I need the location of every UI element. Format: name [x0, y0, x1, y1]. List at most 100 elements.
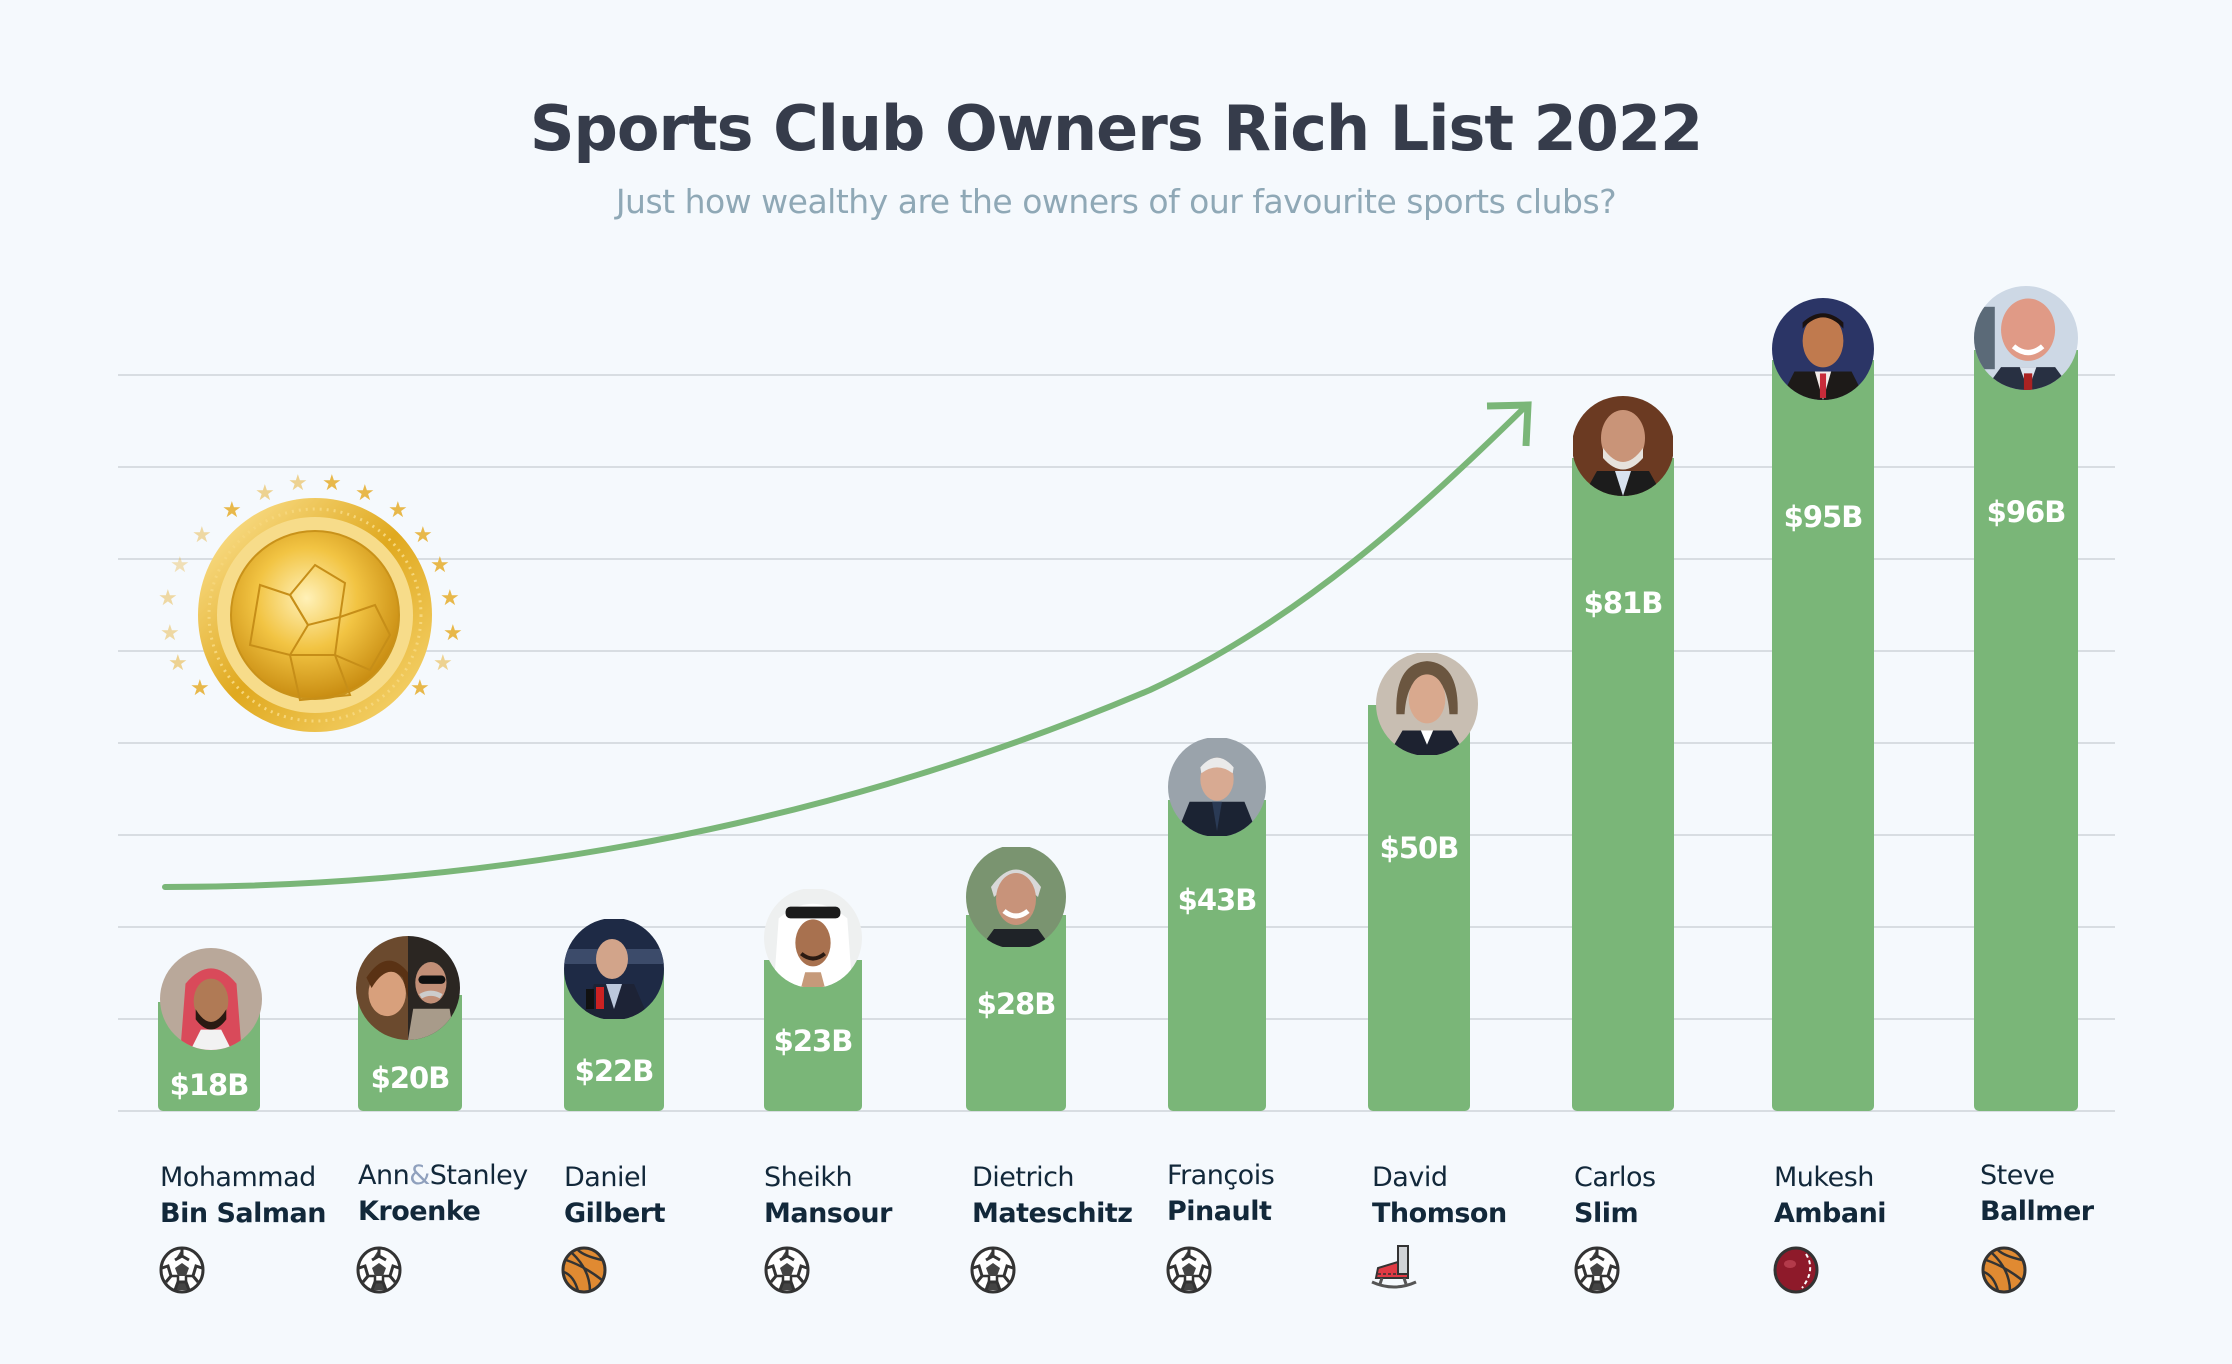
owner-name-thomson: David Thomson [1372, 1160, 1507, 1232]
first-name: Carlos [1574, 1162, 1656, 1193]
ampersand: & [409, 1160, 430, 1191]
svg-text:★: ★ [440, 585, 460, 610]
bar-ballmer[interactable]: $96B [1974, 350, 2078, 1111]
gold-football-coin-icon: ★ ★ ★ ★ ★ ★ ★ ★ ★ ★ ★ ★ ★ ★ ★ ★ ★ ★ [158, 470, 463, 732]
owner-name-kroenke: Ann&Stanley Kroenke [358, 1158, 528, 1230]
grid-line [118, 1018, 2115, 1020]
last-name: Mansour [764, 1198, 892, 1229]
first-name-stanley: Stanley [429, 1160, 528, 1191]
last-name: Ambani [1774, 1198, 1887, 1229]
soccer-ball-icon [1165, 1246, 1213, 1294]
last-name: Kroenke [358, 1196, 481, 1227]
svg-text:★: ★ [192, 522, 212, 547]
bar-slim[interactable]: $81B [1572, 458, 1674, 1111]
soccer-ball-icon [158, 1246, 206, 1294]
basketball-icon [1980, 1246, 2028, 1294]
first-name: David [1372, 1162, 1448, 1193]
portrait-ambani [1772, 298, 1874, 400]
grid-line [118, 834, 2115, 836]
first-name: Steve [1980, 1160, 2055, 1191]
first-name: Mukesh [1774, 1162, 1874, 1193]
first-name: Sheikh [764, 1162, 853, 1193]
svg-text:★: ★ [168, 650, 188, 675]
svg-text:★: ★ [355, 480, 375, 505]
portrait-mateschitz [966, 845, 1066, 949]
svg-text:★: ★ [443, 620, 463, 645]
last-name: Thomson [1372, 1198, 1507, 1229]
svg-text:★: ★ [288, 470, 308, 495]
grid-line [118, 466, 2115, 468]
chart-subtitle: Just how wealthy are the owners of our f… [615, 182, 1617, 221]
bar-value-label: $22B [574, 1054, 655, 1088]
grid-line [118, 650, 2115, 652]
bar-thomson[interactable]: $50B [1368, 705, 1470, 1111]
last-name: Gilbert [564, 1198, 666, 1229]
soccer-ball-icon [763, 1246, 811, 1294]
owner-name-gilbert: Daniel Gilbert [564, 1160, 666, 1232]
bar-value-label: $23B [773, 1024, 854, 1058]
portrait-pinault [1168, 737, 1266, 837]
first-name: Dietrich [972, 1162, 1075, 1193]
svg-text:★: ★ [158, 585, 178, 610]
last-name: Ballmer [1980, 1196, 2094, 1227]
owner-name-slim: Carlos Slim [1574, 1160, 1656, 1232]
bar-value-label: $28B [976, 987, 1057, 1021]
grid-line [118, 926, 2115, 928]
bar-value-label: $20B [370, 1061, 451, 1095]
first-name: Ann&Stanley [358, 1158, 528, 1194]
soccer-ball-icon [355, 1246, 403, 1294]
bar-value-label: $96B [1986, 495, 2067, 529]
svg-text:★: ★ [413, 522, 433, 547]
last-name: Pinault [1167, 1196, 1272, 1227]
first-name: François [1167, 1160, 1275, 1191]
bar-value-label: $18B [169, 1068, 250, 1102]
bar-value-label: $81B [1583, 586, 1664, 620]
svg-text:★: ★ [160, 620, 180, 645]
first-name: Daniel [564, 1162, 648, 1193]
last-name: Bin Salman [160, 1198, 326, 1229]
owner-name-bin-salman: Mohammad Bin Salman [160, 1160, 326, 1232]
soccer-ball-icon [1573, 1246, 1621, 1294]
svg-text:★: ★ [388, 497, 408, 522]
first-name-ann: Ann [358, 1160, 410, 1191]
svg-text:★: ★ [322, 470, 342, 495]
owner-name-mansour: Sheikh Mansour [764, 1160, 892, 1232]
bar-pinault[interactable]: $43B [1168, 800, 1266, 1111]
portrait-mansour [764, 888, 862, 988]
svg-text:★: ★ [430, 552, 450, 577]
owner-name-ballmer: Steve Ballmer [1980, 1158, 2094, 1230]
soccer-ball-icon [969, 1246, 1017, 1294]
last-name: Slim [1574, 1198, 1639, 1229]
bar-mateschitz[interactable]: $28B [966, 915, 1066, 1111]
portrait-kroenke [356, 936, 460, 1040]
grid-line [118, 742, 2115, 744]
svg-text:★: ★ [222, 497, 242, 522]
basketball-icon [560, 1246, 608, 1294]
bar-value-label: $95B [1783, 500, 1864, 534]
svg-text:★: ★ [190, 675, 210, 700]
bar-ambani[interactable]: $95B [1772, 360, 1874, 1111]
portrait-ballmer [1974, 286, 2078, 390]
owner-name-mateschitz: Dietrich Mateschitz [972, 1160, 1133, 1232]
cricket-ball-icon [1772, 1246, 1820, 1294]
first-name: Mohammad [160, 1162, 316, 1193]
svg-text:★: ★ [410, 675, 430, 700]
svg-text:★: ★ [433, 650, 453, 675]
ice-skate-icon [1370, 1244, 1418, 1292]
owner-name-pinault: François Pinault [1167, 1158, 1275, 1230]
svg-text:★: ★ [255, 480, 275, 505]
portrait-thomson [1376, 652, 1478, 756]
svg-text:★: ★ [170, 552, 190, 577]
owner-name-ambani: Mukesh Ambani [1774, 1160, 1887, 1232]
bar-value-label: $43B [1177, 883, 1258, 917]
last-name: Mateschitz [972, 1198, 1133, 1229]
grid-line [118, 374, 2115, 376]
portrait-bin-salman [160, 948, 262, 1050]
portrait-gilbert [564, 918, 664, 1020]
grid-line [118, 558, 2115, 560]
bar-value-label: $50B [1379, 831, 1460, 865]
portrait-slim [1572, 396, 1674, 496]
baseline [118, 1110, 2115, 1112]
chart-title: Sports Club Owners Rich List 2022 [529, 92, 1703, 165]
